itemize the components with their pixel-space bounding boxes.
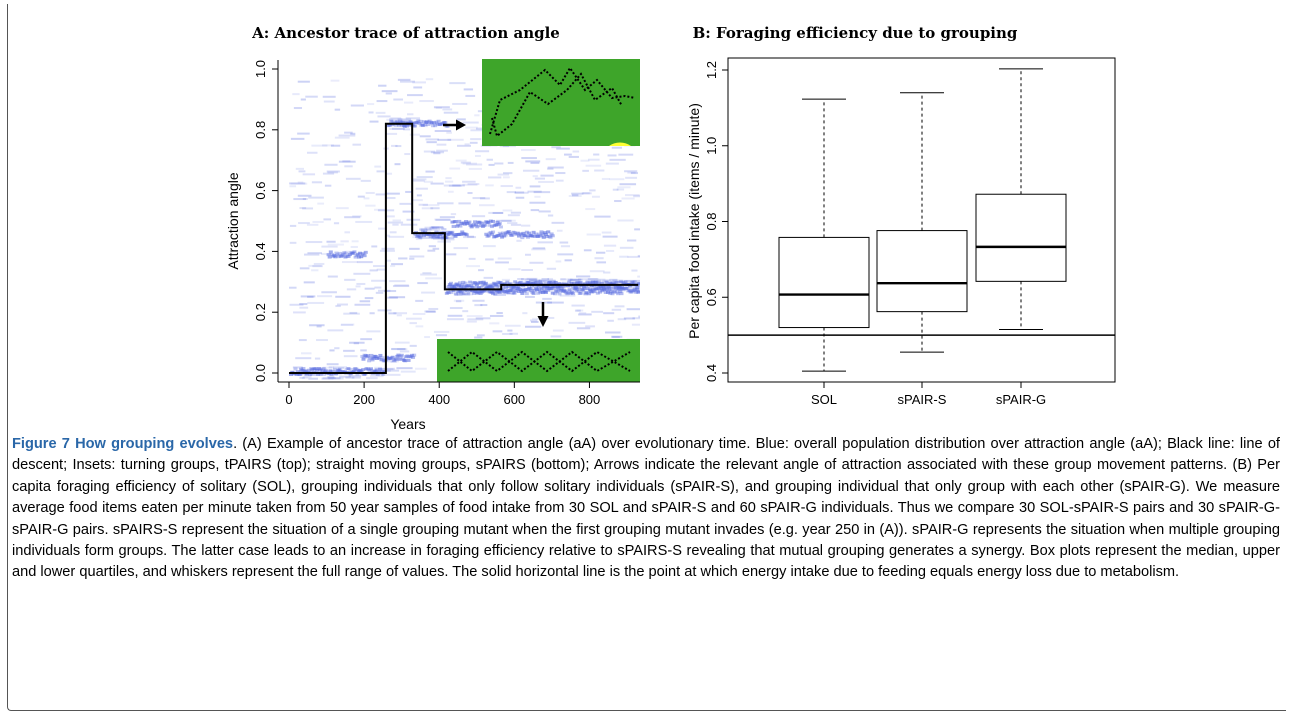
panel-b-y-label: Per capita food intake (items / minute) xyxy=(686,103,702,339)
box-sPAIR-S xyxy=(876,92,968,353)
panel-a-y-tick-label: 1.0 xyxy=(253,60,268,78)
panel-b-x-tick-label: sPAIR-S xyxy=(898,392,947,407)
panel-a-y-tick-label: 0.4 xyxy=(253,242,268,260)
panel-b-x-tick-label: SOL xyxy=(811,392,837,407)
spairs-path-2 xyxy=(447,350,631,373)
panel-a-y-tick-label: 0.8 xyxy=(253,121,268,139)
panel-b-title: B: Foraging efficiency due to grouping xyxy=(693,24,1018,42)
panel-a-title: A: Ancestor trace of attraction angle xyxy=(251,24,560,42)
quartile-box xyxy=(778,236,870,329)
box-SOL xyxy=(778,98,870,372)
figure-caption: Figure 7 How grouping evolves. (A) Examp… xyxy=(12,434,1280,584)
panel-b-y-tick-label: 0.8 xyxy=(704,212,719,230)
panel-b-y-tick-label: 0.4 xyxy=(704,364,719,382)
panel-a-x-label: Years xyxy=(390,416,425,432)
tpairs-path-2 xyxy=(491,72,623,138)
inset-tpairs xyxy=(482,59,640,146)
panel-a-x-tick-label: 400 xyxy=(428,392,450,407)
panel-a-x-tick-label: 200 xyxy=(353,392,375,407)
panel-a-x-tick-label: 0 xyxy=(285,392,292,407)
inset-tpairs-background xyxy=(482,59,640,146)
caption-text: . (A) Example of ancestor trace of attra… xyxy=(12,436,1280,581)
panel-a-y-tick-label: 0.6 xyxy=(253,182,268,200)
inset-spairs-background xyxy=(437,339,640,382)
box-sPAIR-G xyxy=(975,68,1067,330)
panel-b-y-tick-label: 1.2 xyxy=(704,61,719,79)
panel-a-x-tick-label: 800 xyxy=(579,392,601,407)
panel-b-plot: 0.4 0.6 0.8 1.0 1.2 SOL sPAIR-S sPAIR-G Per ca… xyxy=(686,57,1116,407)
panel-b-x-tick-label: sPAIR-G xyxy=(996,392,1046,407)
figure-frame xyxy=(7,4,1286,711)
quartile-box xyxy=(876,230,968,313)
panel-a-y-tick-label: 0.2 xyxy=(253,303,268,321)
panel-a-y-label: Attraction angle xyxy=(225,172,241,269)
arrow-to-spairs xyxy=(537,302,549,327)
panel-b-y-tick-label: 1.0 xyxy=(704,137,719,155)
panel-a-plot: 0.0 0.2 0.4 0.6 0.8 1.0 0 200 400 600 800 Years A… xyxy=(225,59,640,432)
quartile-box xyxy=(975,193,1067,282)
inset-spairs xyxy=(437,339,640,382)
figure-7: A: Ancestor trace of attraction angle 0 xyxy=(225,24,1116,432)
caption-title: Figure 7 How grouping evolves xyxy=(12,436,234,452)
sun-icon xyxy=(609,142,631,146)
panel-a-x-tick-label: 600 xyxy=(503,392,525,407)
arrow-to-tpairs xyxy=(443,119,466,131)
panel-b-y-tick-label: 0.6 xyxy=(704,288,719,306)
line-of-descent xyxy=(289,122,639,374)
panel-a-y-tick-label: 0.0 xyxy=(253,364,268,382)
